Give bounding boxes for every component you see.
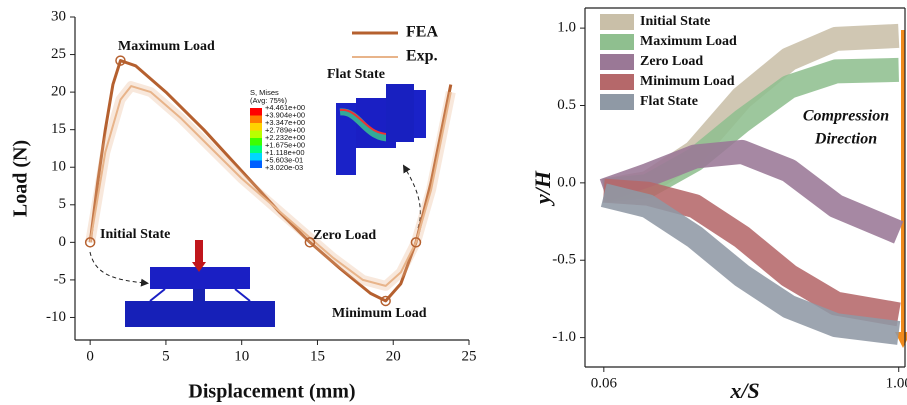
colorbar-swatch xyxy=(250,161,262,169)
legend-label: Exp. xyxy=(406,48,438,65)
y-tick-label: -1.0 xyxy=(552,329,576,345)
x-tick-label: 20 xyxy=(386,348,401,364)
legend-label: Minimum Load xyxy=(640,74,735,89)
colorbar-swatch xyxy=(250,138,262,146)
y-tick-label: 0.5 xyxy=(557,97,576,113)
legend-label: Maximum Load xyxy=(640,34,737,49)
colorbar-swatch xyxy=(250,108,262,116)
dashed-arrow xyxy=(90,252,145,283)
x-axis-title: Displacement (mm) xyxy=(188,381,355,403)
legend-swatch xyxy=(600,34,634,50)
y-tick-label: -10 xyxy=(46,309,66,325)
annotation: Direction xyxy=(814,131,877,148)
x-tick-label: 0.06 xyxy=(591,375,618,391)
x-axis-title: x/S xyxy=(729,378,759,403)
legend-swatch xyxy=(600,54,634,70)
legend-swatch xyxy=(600,94,634,110)
colorbar-swatch xyxy=(250,131,262,139)
fea-inset-flat xyxy=(336,84,426,175)
figure: 0 5 10 15 20 25 -10 -5 0 5 10 15 20 25 30 Displacement … xyxy=(0,0,907,405)
y-tick-label: 30 xyxy=(51,8,66,24)
y-tick-label: 15 xyxy=(51,121,66,137)
x-tick-label: 0 xyxy=(86,348,94,364)
annotation: Minimum Load xyxy=(332,306,427,321)
y-tick-label: 1.0 xyxy=(557,20,576,36)
y-axis-title: y/H xyxy=(530,170,555,207)
annotation: Compression xyxy=(803,108,889,125)
y-tick-label: 5 xyxy=(59,196,67,212)
y-tick-label: 10 xyxy=(51,159,66,175)
colorbar-swatch xyxy=(250,146,262,154)
annotation: Initial State xyxy=(100,227,170,242)
legend-swatch xyxy=(600,14,634,30)
y-tick-label: 25 xyxy=(51,46,66,62)
fea-inset-initial xyxy=(125,240,275,327)
legend-swatch xyxy=(600,74,634,90)
y-axis-title: Load (N) xyxy=(10,140,32,217)
y-tick-label: 0.0 xyxy=(557,174,576,190)
legend-label: Flat State xyxy=(640,94,698,109)
colorbar-swatch xyxy=(250,153,262,161)
x-tick-label: 5 xyxy=(162,348,170,364)
legend-label: FEA xyxy=(406,24,438,41)
y-tick-label: 0 xyxy=(59,234,67,250)
x-tick-label: 25 xyxy=(462,348,477,364)
legend-label: Zero Load xyxy=(640,54,703,69)
colorbar-label: +3.020e-03 xyxy=(265,163,303,172)
y-tick-label: -0.5 xyxy=(552,252,576,268)
colorbar-swatch xyxy=(250,123,262,131)
annotation: Maximum Load xyxy=(118,39,215,54)
x-tick-label: 15 xyxy=(310,348,325,364)
legend-label: Initial State xyxy=(640,14,710,29)
annotation: Zero Load xyxy=(313,228,376,243)
colorbar-swatch xyxy=(250,116,262,124)
y-tick-label: 20 xyxy=(51,84,66,100)
annotation: Flat State xyxy=(327,67,385,82)
y-tick-label: -5 xyxy=(54,271,67,287)
x-tick-label: 10 xyxy=(234,348,249,364)
x-tick-label: 1.00 xyxy=(886,375,907,391)
